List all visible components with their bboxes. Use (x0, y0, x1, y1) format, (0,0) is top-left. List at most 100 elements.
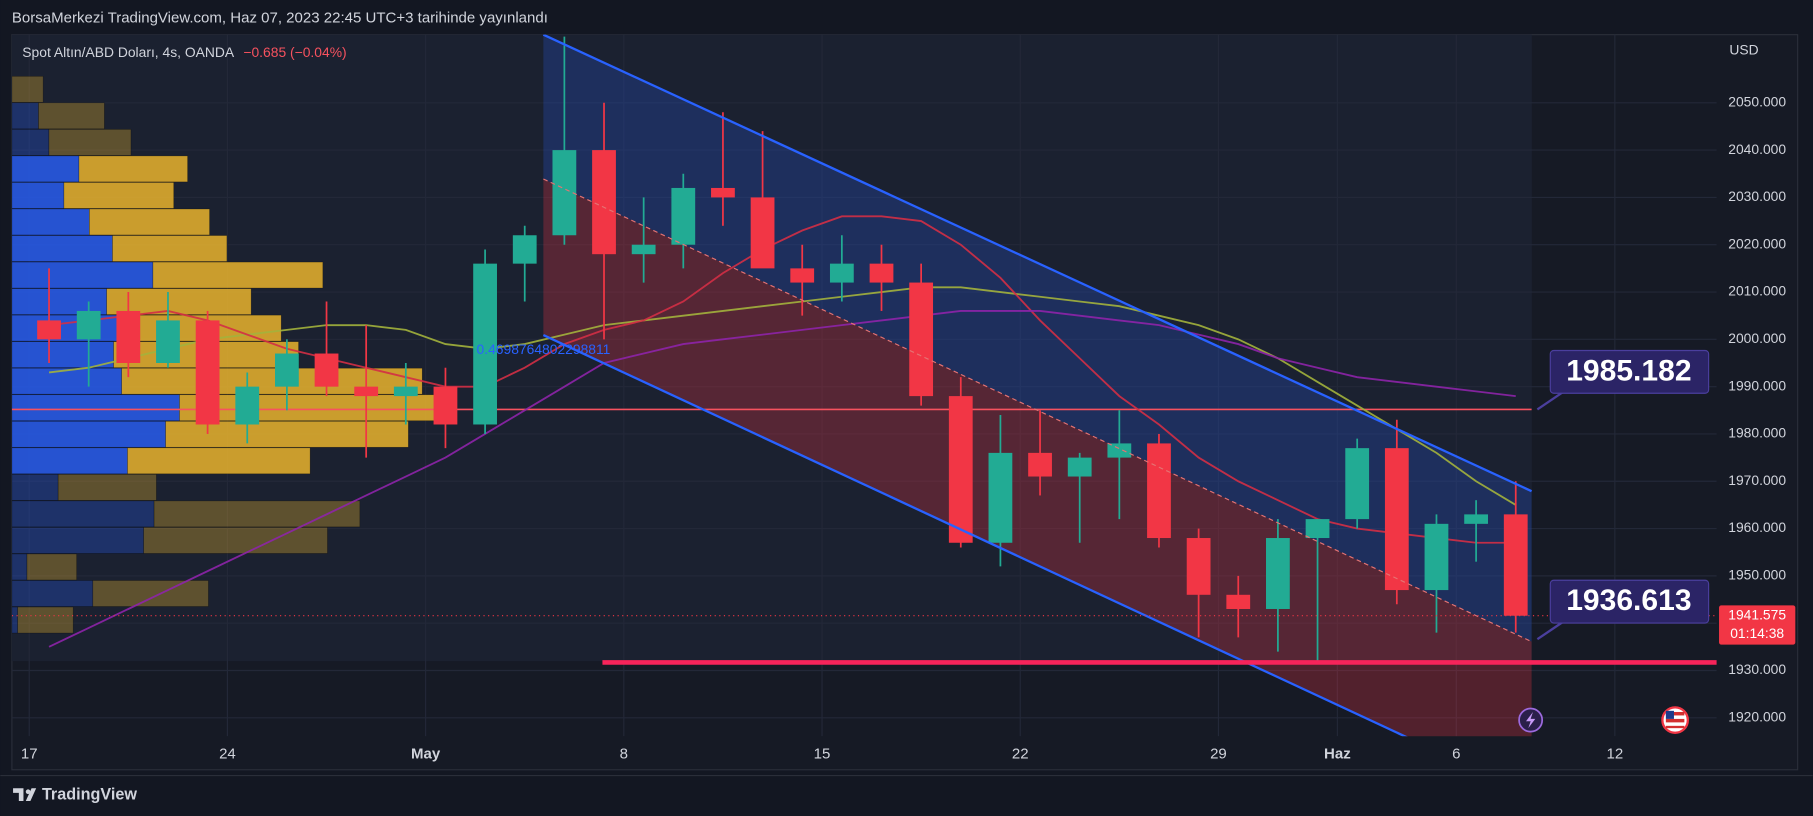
profile-sell (106, 288, 252, 315)
x-tick-label: 22 (1012, 746, 1029, 763)
legend-change: −0.685 (−0.04%) (243, 44, 346, 60)
candle-body (552, 150, 577, 236)
candle-body (988, 452, 1013, 543)
candle-body (829, 263, 854, 283)
overlay: 1920.0001930.0001940.0001950.0001960.000… (21, 93, 1796, 763)
alert-icon[interactable] (1518, 707, 1544, 733)
candle-body (354, 386, 379, 397)
candle-body (1226, 594, 1251, 609)
legend: Spot Altın/ABD Doları, 4s, OANDA −0.685 (… (22, 44, 346, 60)
x-tick-label: 6 (1452, 746, 1460, 763)
plot-area: 0.4698764802298811 (11, 34, 1717, 737)
profile-buy (11, 367, 122, 395)
y-tick-label: 1950.000 (1728, 567, 1786, 583)
y-tick-label: 1990.000 (1728, 377, 1786, 393)
candle-body (1107, 443, 1132, 458)
profile-buy (11, 394, 180, 422)
profile-buy (11, 261, 154, 289)
profile-buy (11, 288, 107, 315)
candle-body (592, 150, 616, 255)
candle-body (869, 263, 894, 283)
x-tick-label: 24 (219, 746, 236, 763)
channel-upper (542, 34, 1533, 493)
profile-buy (11, 102, 39, 130)
candle-body (631, 244, 656, 255)
profile-buy (11, 500, 155, 528)
candle-body (156, 320, 180, 363)
profile-buy (11, 447, 128, 475)
callout-box (1549, 349, 1710, 394)
candle-body (393, 386, 418, 397)
callout-pointer (1536, 391, 1564, 411)
profile-sell (165, 421, 409, 448)
profile-buy (11, 155, 80, 183)
candle-body (1147, 443, 1171, 539)
profile-buy (11, 474, 59, 501)
candle-body (948, 396, 973, 543)
candle-body (116, 310, 141, 363)
callout-box (1549, 579, 1710, 624)
profile-sell (152, 261, 324, 289)
profile-buy (11, 553, 28, 581)
profile-sell (143, 527, 328, 554)
candle-body (1345, 448, 1370, 520)
y-tick-label: 1960.000 (1728, 519, 1786, 535)
y-tick-label: 1920.000 (1728, 708, 1786, 724)
y-tick-label: 2040.000 (1728, 141, 1786, 157)
moving-average (48, 310, 1516, 648)
profile-sell (127, 447, 311, 475)
price-tag (1719, 605, 1796, 645)
profile-sell (179, 394, 440, 422)
event-flag[interactable] (1661, 706, 1689, 734)
candle-body (711, 187, 735, 198)
y-tick-label: 1980.000 (1728, 425, 1786, 441)
profile-buy (11, 580, 94, 607)
x-tick-label: 17 (21, 746, 38, 763)
header: BorsaMerkezi TradingView.com, Haz 07, 20… (12, 9, 548, 26)
profile-buy (11, 235, 113, 262)
moving-average (48, 215, 1516, 544)
footer-brand: TradingView (42, 785, 137, 803)
profile-sell (11, 76, 44, 103)
callout-label: 1936.613 (1566, 584, 1691, 617)
profile-buy (11, 341, 114, 368)
channel-lower (542, 334, 1408, 737)
candle-body (433, 386, 458, 425)
candle-body (1186, 538, 1211, 595)
price-tag-value: 1941.575 (1728, 606, 1786, 622)
profile-buy (11, 606, 18, 634)
callout-label: 1985.182 (1566, 354, 1691, 387)
profile-sell (26, 553, 77, 581)
profile-sell (89, 208, 210, 236)
candle-body (195, 320, 220, 425)
candle-body (314, 353, 339, 387)
profile-sell (92, 580, 209, 607)
candle-body (235, 386, 260, 425)
y-tick-label: 1970.000 (1728, 472, 1786, 488)
profile-buy (11, 129, 50, 156)
candle-body (473, 263, 497, 425)
x-tick-label: 15 (814, 746, 831, 763)
profile-buy (11, 527, 144, 554)
profile-buy (11, 421, 166, 448)
channel-middle (543, 178, 1532, 643)
candle-body (274, 353, 299, 387)
candle-body (909, 282, 934, 397)
x-tick-label: 8 (620, 746, 628, 763)
candle-body (512, 235, 537, 264)
candle-body (790, 268, 815, 283)
candle-body (1464, 514, 1488, 524)
candle-body (1384, 448, 1409, 591)
candle-body (1067, 457, 1092, 477)
profile-sell (38, 102, 105, 130)
y-tick-label: 1930.000 (1728, 661, 1786, 677)
candle-body (1305, 519, 1330, 539)
x-tick-label: May (411, 746, 441, 763)
profile-sell (17, 606, 74, 634)
x-tick-label: Haz (1324, 746, 1351, 763)
x-tick-label: 29 (1210, 746, 1227, 763)
y-tick-label: 2030.000 (1728, 188, 1786, 204)
candle-body (1503, 514, 1528, 616)
candle-body (37, 320, 61, 340)
